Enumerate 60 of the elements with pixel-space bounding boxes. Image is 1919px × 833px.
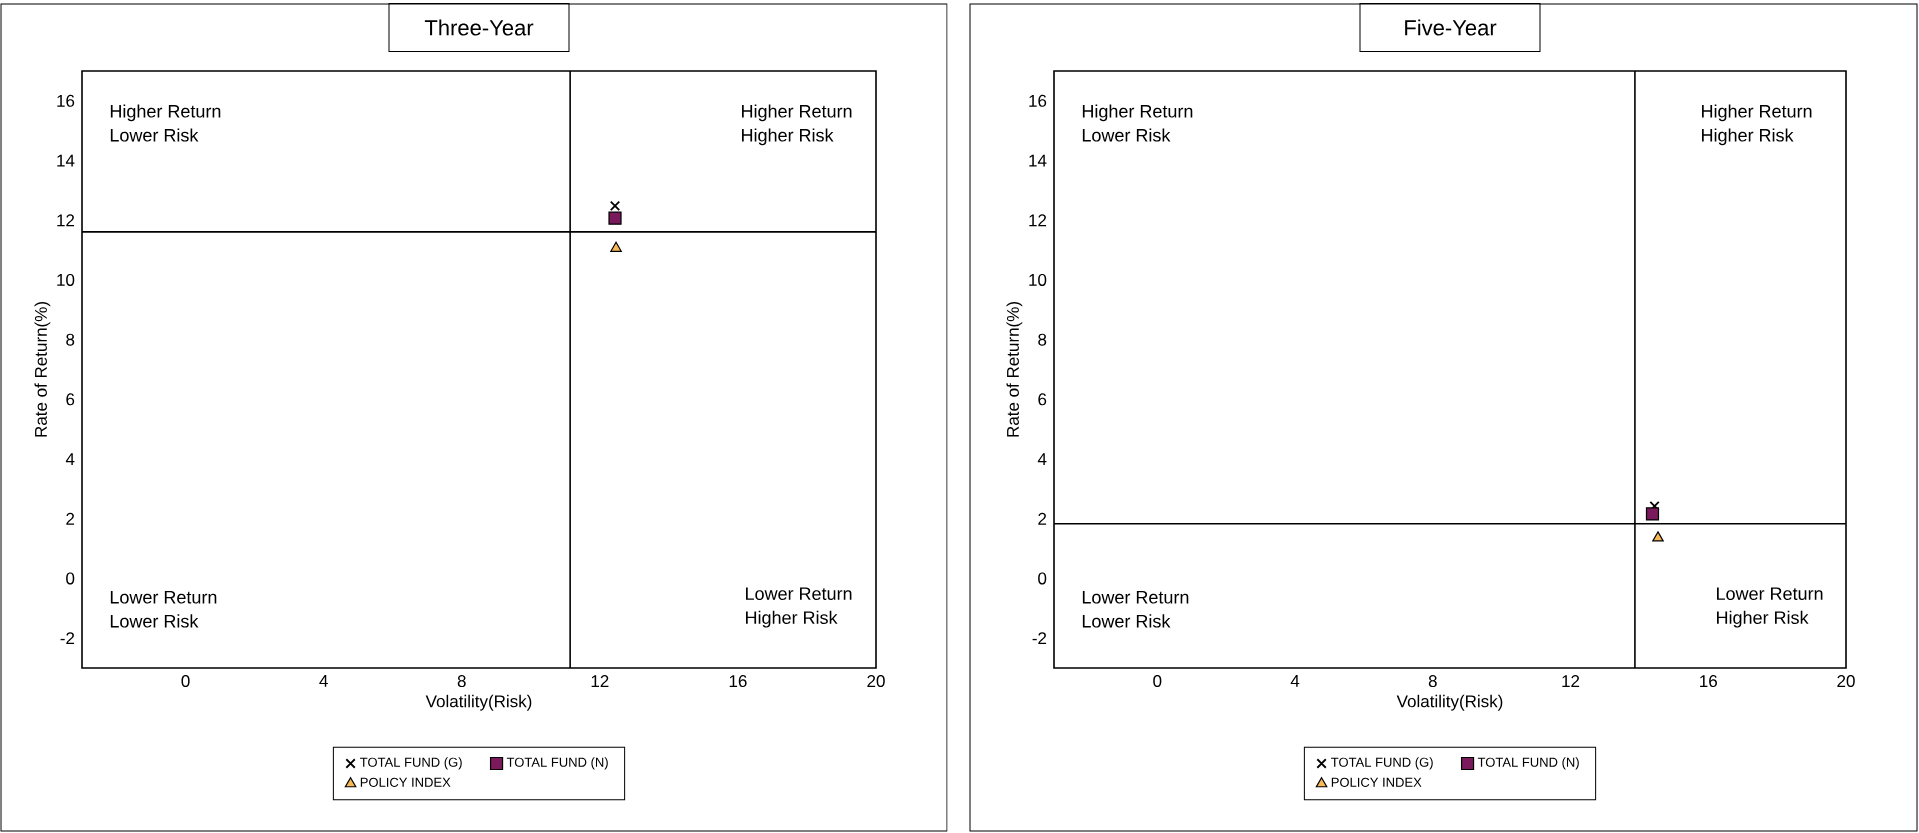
legend-label: POLICY INDEX: [360, 777, 451, 787]
legend-label: TOTAL FUND (N): [506, 757, 608, 770]
annotation: Higher Risk: [746, 610, 838, 628]
annotation: Higher Return: [1702, 104, 1812, 122]
y-tick-label: 8: [66, 333, 75, 346]
y-tick-label: 0: [1038, 572, 1047, 585]
x-tick-label: 0: [1153, 675, 1162, 688]
x-tick-label: 4: [319, 675, 328, 687]
annotation: Lower Risk: [1082, 614, 1171, 628]
x-tick-label: 0: [181, 675, 190, 688]
x-tick-label: 20: [1837, 675, 1855, 688]
annotation: Higher Return: [110, 104, 221, 122]
y-tick-label: 16: [57, 94, 75, 107]
y-tick-label: 16: [1029, 94, 1047, 107]
y-tick-label: 6: [66, 393, 75, 406]
annotation: Higher Return: [1082, 104, 1193, 122]
chart-title: Three-Year: [424, 19, 534, 36]
y-tick-label: 0: [66, 572, 75, 585]
annotation: Lower Risk: [110, 614, 199, 628]
y-tick-label: 2: [66, 512, 75, 525]
legend-label: TOTAL FUND (G): [1331, 757, 1433, 770]
annotation: Lower Risk: [110, 128, 199, 142]
x-axis-title: Volatility(Risk): [425, 694, 532, 711]
y-tick-label: 10: [1029, 273, 1047, 286]
x-tick-label: 20: [867, 675, 885, 688]
x-tick-label: 8: [457, 675, 466, 688]
x-tick-label: 16: [1700, 675, 1717, 688]
y-tick-label: 4: [65, 453, 75, 465]
annotation: Lower Return: [1717, 587, 1823, 601]
y-tick-label: 2: [1038, 512, 1047, 525]
x-tick-label: 12: [591, 675, 609, 687]
y-tick-label: 4: [1037, 453, 1047, 465]
y-tick-label: -2: [1032, 632, 1047, 645]
annotation: Lower Return: [1082, 591, 1189, 604]
x-axis-title: Volatility(Risk): [1396, 694, 1503, 711]
legend-label: POLICY INDEX: [1331, 777, 1422, 787]
annotation: Higher Risk: [742, 128, 834, 146]
y-tick-label: 6: [1038, 393, 1047, 406]
x-tick-label: 4: [1290, 675, 1300, 687]
annotation: Lower Return: [746, 587, 852, 601]
y-tick-label: 10: [57, 273, 75, 286]
y-tick-label: 12: [1029, 214, 1047, 227]
y-tick-label: 14: [57, 154, 75, 167]
annotation: Lower Return: [110, 591, 217, 604]
x-tick-label: 8: [1428, 675, 1437, 688]
y-axis-title: Rate of Return(%): [1006, 302, 1023, 437]
annotation: Higher Return: [742, 104, 852, 122]
legend-label: TOTAL FUND (N): [1477, 757, 1579, 770]
y-tick-label: -2: [60, 632, 75, 645]
y-axis-title: Rate of Return(%): [34, 302, 51, 437]
annotation: Lower Risk: [1082, 128, 1171, 142]
legend-label: TOTAL FUND (G): [360, 757, 462, 770]
x-tick-label: 16: [729, 675, 747, 688]
y-tick-label: 14: [1029, 154, 1047, 167]
y-tick-label: 8: [1038, 333, 1047, 346]
y-tick-label: 12: [57, 214, 75, 227]
annotation: Higher Risk: [1717, 610, 1809, 628]
annotation: Higher Risk: [1702, 128, 1794, 146]
chart-title: Five-Year: [1405, 19, 1497, 36]
x-tick-label: 12: [1562, 675, 1580, 687]
